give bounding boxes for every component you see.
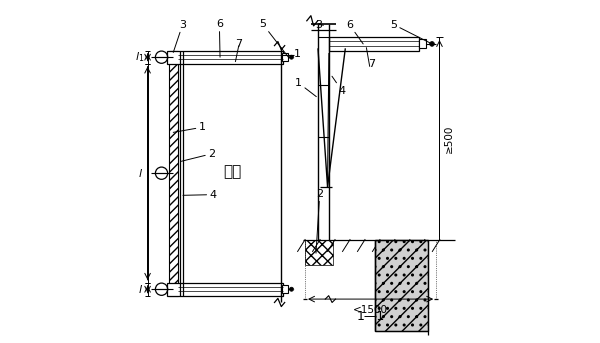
- Text: 5: 5: [390, 20, 432, 44]
- Text: $l$: $l$: [137, 283, 143, 295]
- Text: $l_1$: $l_1$: [136, 50, 145, 64]
- Bar: [167, 51, 283, 64]
- Bar: [167, 283, 283, 296]
- Text: 6: 6: [346, 20, 363, 44]
- Circle shape: [289, 55, 293, 59]
- Text: 结构: 结构: [223, 164, 241, 179]
- Text: 4: 4: [183, 190, 217, 200]
- Text: <1500: <1500: [353, 305, 388, 315]
- Text: 3: 3: [173, 20, 186, 52]
- Text: ≥500: ≥500: [443, 124, 454, 153]
- Bar: [283, 285, 289, 293]
- Bar: [375, 239, 428, 331]
- Text: 1: 1: [173, 122, 206, 132]
- Bar: [375, 239, 428, 331]
- Bar: [169, 51, 178, 296]
- Text: 4: 4: [332, 76, 346, 96]
- Text: 1—1: 1—1: [356, 310, 385, 323]
- Bar: [283, 53, 289, 61]
- Circle shape: [289, 287, 293, 291]
- Text: 2: 2: [316, 189, 323, 253]
- Text: 3: 3: [316, 20, 323, 29]
- Text: 2: 2: [181, 149, 215, 161]
- Bar: [329, 37, 419, 51]
- Circle shape: [430, 42, 434, 46]
- Text: 6: 6: [216, 19, 223, 57]
- Bar: [305, 239, 333, 265]
- Text: 1: 1: [295, 78, 316, 97]
- Bar: [419, 39, 426, 48]
- Text: 1: 1: [294, 49, 301, 59]
- Text: 7: 7: [235, 39, 242, 49]
- Text: 5: 5: [259, 19, 289, 57]
- Text: 7: 7: [368, 59, 375, 69]
- Text: $l$: $l$: [137, 167, 143, 179]
